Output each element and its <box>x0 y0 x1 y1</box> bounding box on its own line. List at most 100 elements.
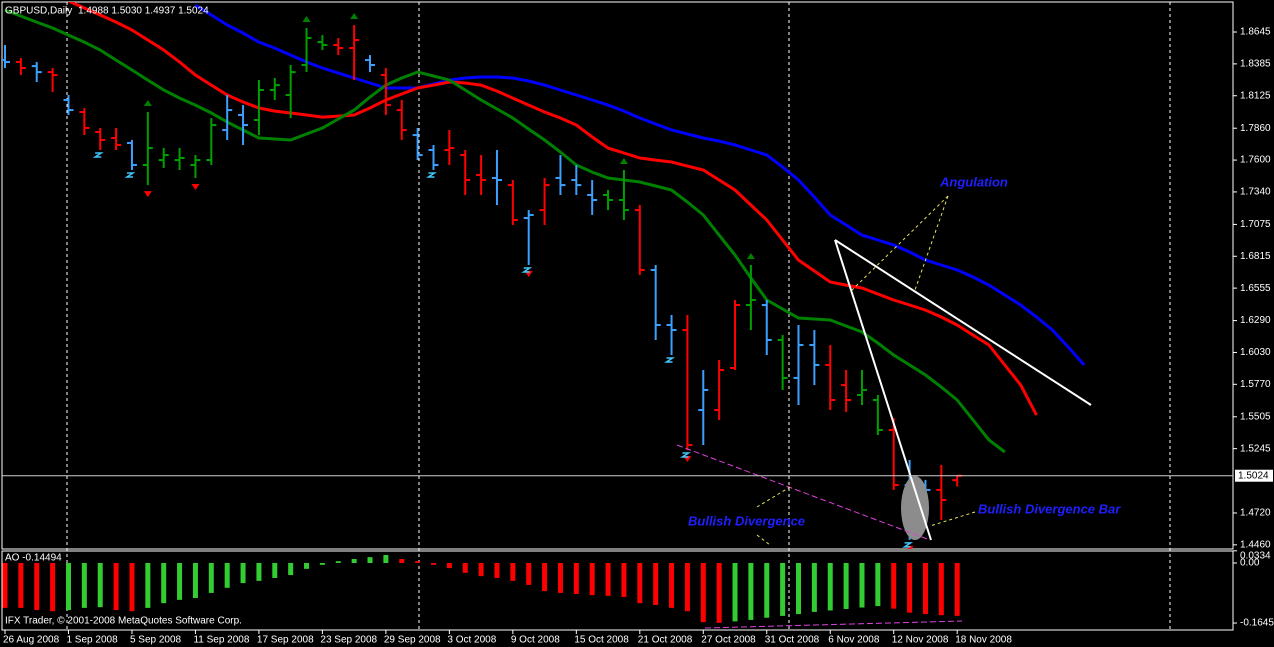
y-tick-label: 1.6290 <box>1240 315 1271 326</box>
ohlc-bar <box>777 335 788 390</box>
period-separators <box>66 2 1171 630</box>
ohlc-bar <box>491 150 502 206</box>
x-tick-label: 11 Sep 2008 <box>193 635 249 646</box>
ao-bar <box>811 563 817 612</box>
y-tick-label: -0.16453 <box>1240 618 1274 629</box>
ohlc-bar <box>761 300 772 356</box>
ohlc-bar <box>698 369 709 445</box>
ohlc-bar <box>269 77 280 101</box>
angulation-line <box>834 239 932 541</box>
indicator-title: AO -0.14494 <box>5 553 62 564</box>
ohlc-bar <box>285 64 296 119</box>
ao-bar <box>50 563 56 612</box>
ao-bar <box>494 563 500 578</box>
ao-bar <box>430 563 436 565</box>
footer: IFX Trader, © 2001-2008 MetaQuotes Softw… <box>5 616 242 627</box>
ohlc-bar <box>15 57 26 76</box>
ao-bar <box>621 563 627 597</box>
ao-bar <box>113 563 119 611</box>
signal-marker <box>679 452 691 458</box>
main-pane-frame <box>1 1 1234 550</box>
ohlc-bar <box>174 148 185 170</box>
y-tick-label: 1.7860 <box>1240 123 1271 134</box>
ohlc-bar <box>333 38 344 56</box>
ao-bar <box>891 563 897 609</box>
ohlc-bar <box>539 177 550 226</box>
ma-line <box>4 8 1006 454</box>
ohlc-bar <box>396 100 407 140</box>
ao-bar <box>383 554 389 564</box>
y-tick-label: 1.4720 <box>1240 508 1271 519</box>
y-tick-label: 1.7600 <box>1240 155 1271 166</box>
x-tick-label: 31 Oct 2008 <box>765 635 820 646</box>
ao-bar <box>224 563 230 588</box>
chart-subtitle: 1.4988 1.5030 1.4937 1.5024 <box>78 6 209 17</box>
ohlc-bar <box>650 264 661 340</box>
ohlc-bar <box>460 150 471 195</box>
y-tick-label: 0.00 <box>1240 558 1260 569</box>
ao-bar <box>319 563 325 565</box>
ao-bar <box>351 558 357 564</box>
ao-bar <box>843 563 849 609</box>
signal-marker <box>664 357 676 363</box>
fractal-up <box>143 100 152 107</box>
ma-line <box>194 3 1086 366</box>
ao-bar <box>859 563 865 608</box>
x-tick-label: 12 Nov 2008 <box>892 635 949 646</box>
indicator-pane-frame <box>1 550 1234 631</box>
ao-bar <box>764 563 770 618</box>
x-tick-label: 3 Oct 2008 <box>447 635 496 646</box>
ao-bar <box>478 563 484 577</box>
ohlc-bar <box>31 62 42 83</box>
chart-title: GBPUSD,Daily <box>5 6 72 17</box>
ao-bar <box>748 563 754 620</box>
signal-marker <box>902 542 914 548</box>
ao-bar <box>922 563 928 615</box>
ao-bar <box>399 558 405 564</box>
ma-line <box>67 2 1038 416</box>
ao-bar <box>415 561 421 564</box>
ao-bar <box>653 563 659 605</box>
x-tick-label: 1 Sep 2008 <box>66 635 118 646</box>
x-tick-label: 17 Sep 2008 <box>257 635 314 646</box>
ohlc-bar <box>206 118 217 165</box>
ohlc-bar <box>745 264 756 331</box>
ao-bar <box>542 563 548 592</box>
signal-marker <box>426 172 437 178</box>
ao-bar <box>288 563 294 576</box>
y-tick-label: 1.4460 <box>1240 539 1271 550</box>
ohlc-bar <box>682 314 693 450</box>
ao-bar <box>2 563 8 608</box>
ao-bar <box>573 563 579 595</box>
signal-marker <box>92 152 104 158</box>
ao-bar <box>510 563 516 581</box>
ao-bar <box>65 563 71 611</box>
ao-bar <box>240 563 246 584</box>
ao-bar <box>907 563 913 613</box>
ohlc-bar <box>856 369 867 406</box>
fractal-up <box>302 15 311 22</box>
ao-bar <box>637 563 643 604</box>
fractal-down <box>191 183 200 190</box>
main-plot <box>2 2 1086 549</box>
ohlc-bar <box>888 418 899 490</box>
ohlc-bar <box>841 369 852 413</box>
annotation: Angulation <box>939 174 1008 189</box>
y-tick-label: 1.8645 <box>1240 27 1271 38</box>
pointer-line <box>756 486 791 508</box>
x-tick-label: 27 Oct 2008 <box>701 635 756 646</box>
ohlc-bar <box>603 189 614 211</box>
ohlc-bar <box>47 68 58 93</box>
ao-bar <box>18 563 24 608</box>
ohlc-bar <box>936 464 947 520</box>
ao-bar <box>938 563 944 616</box>
ao-bar <box>145 563 151 608</box>
pointer-line <box>851 195 949 291</box>
fractal-down <box>143 191 152 198</box>
y-tick-label: 1.6815 <box>1240 251 1271 262</box>
fractal-up <box>350 13 359 20</box>
ao-bar <box>732 563 738 622</box>
x-tick-label: 26 Aug 2008 <box>3 635 60 646</box>
ohlc-bar <box>730 300 741 370</box>
